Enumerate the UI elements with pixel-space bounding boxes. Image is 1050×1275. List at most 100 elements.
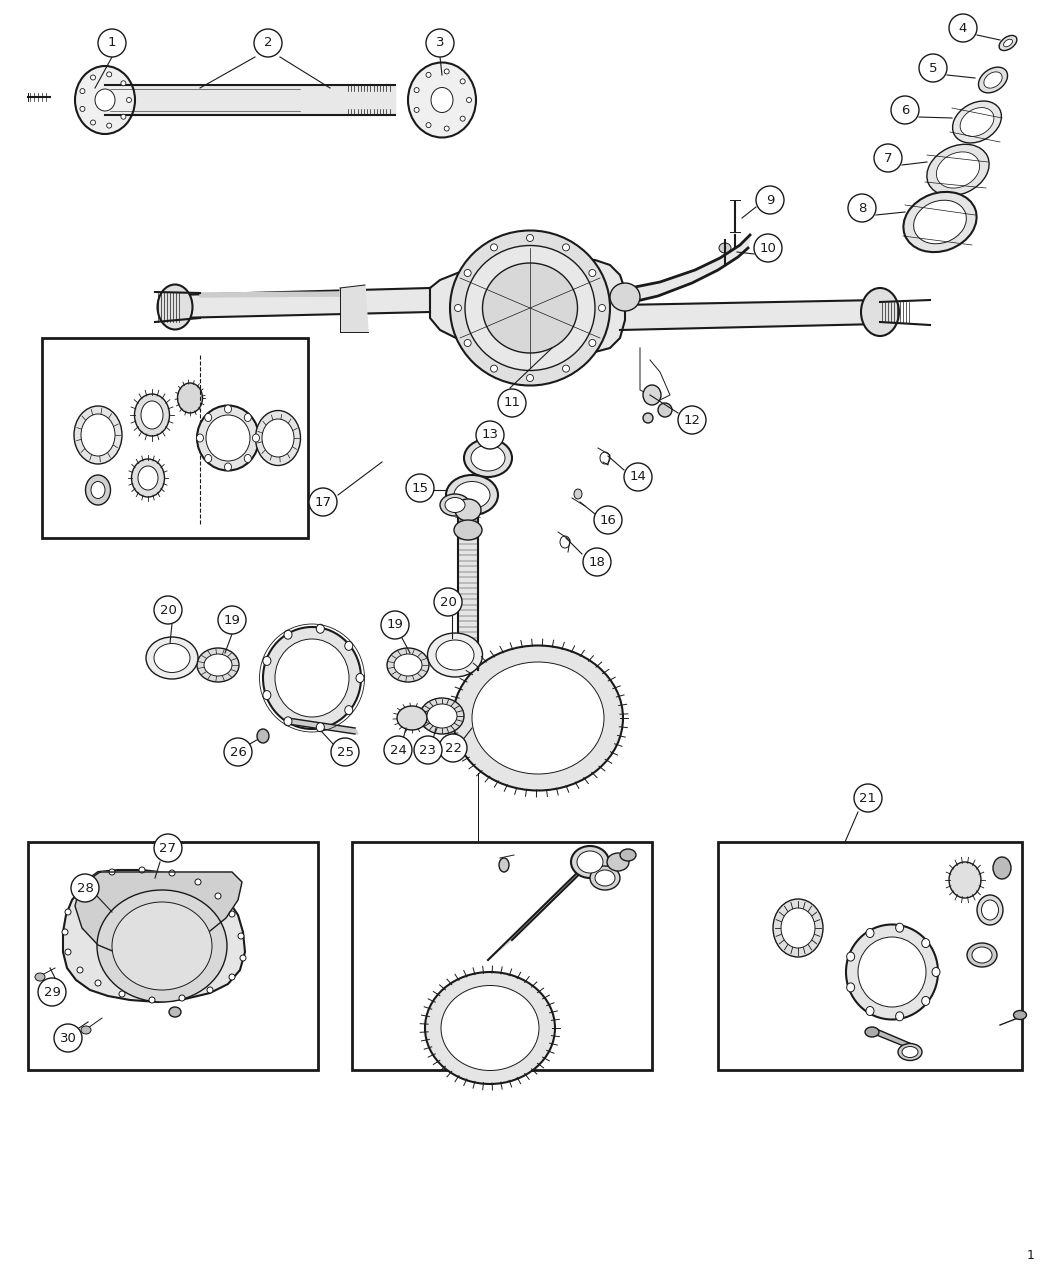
Ellipse shape xyxy=(526,235,533,241)
Circle shape xyxy=(439,734,467,762)
Ellipse shape xyxy=(414,88,419,93)
Ellipse shape xyxy=(903,191,977,252)
Ellipse shape xyxy=(94,89,116,111)
Circle shape xyxy=(756,186,784,214)
Ellipse shape xyxy=(982,900,999,921)
Ellipse shape xyxy=(225,405,231,413)
Polygon shape xyxy=(288,718,358,734)
Ellipse shape xyxy=(922,938,929,947)
Ellipse shape xyxy=(984,71,1002,88)
Ellipse shape xyxy=(121,80,126,85)
Text: 6: 6 xyxy=(901,103,909,116)
Ellipse shape xyxy=(119,991,125,997)
Ellipse shape xyxy=(154,644,190,672)
Ellipse shape xyxy=(394,654,422,676)
Ellipse shape xyxy=(316,723,324,732)
Ellipse shape xyxy=(472,662,604,774)
Text: 23: 23 xyxy=(420,743,437,756)
Ellipse shape xyxy=(134,394,169,436)
Text: 30: 30 xyxy=(60,1031,77,1044)
Ellipse shape xyxy=(81,1026,91,1034)
Text: 19: 19 xyxy=(224,613,240,626)
Ellipse shape xyxy=(865,1026,879,1037)
Ellipse shape xyxy=(471,445,505,470)
Ellipse shape xyxy=(590,866,619,890)
Ellipse shape xyxy=(109,870,116,875)
Ellipse shape xyxy=(80,106,85,111)
Text: 10: 10 xyxy=(759,241,776,255)
Text: 13: 13 xyxy=(482,428,499,441)
Ellipse shape xyxy=(149,997,155,1003)
Ellipse shape xyxy=(139,867,145,873)
Circle shape xyxy=(624,463,652,491)
Text: 3: 3 xyxy=(436,37,444,50)
Circle shape xyxy=(498,389,526,417)
Ellipse shape xyxy=(240,955,246,961)
Ellipse shape xyxy=(245,454,251,463)
Circle shape xyxy=(583,548,611,576)
Text: 25: 25 xyxy=(336,746,354,759)
Ellipse shape xyxy=(578,850,603,873)
Text: 18: 18 xyxy=(589,556,606,569)
Ellipse shape xyxy=(408,62,476,138)
Ellipse shape xyxy=(440,493,470,516)
Ellipse shape xyxy=(967,944,998,966)
Circle shape xyxy=(309,488,337,516)
Ellipse shape xyxy=(466,97,471,102)
Ellipse shape xyxy=(112,901,212,989)
Ellipse shape xyxy=(490,244,498,251)
Ellipse shape xyxy=(846,952,855,961)
Ellipse shape xyxy=(464,269,471,277)
Polygon shape xyxy=(620,235,750,305)
Ellipse shape xyxy=(138,465,158,490)
Circle shape xyxy=(381,611,410,639)
Ellipse shape xyxy=(972,947,992,963)
Ellipse shape xyxy=(454,482,490,509)
Ellipse shape xyxy=(450,231,610,385)
Text: 8: 8 xyxy=(858,201,866,214)
Ellipse shape xyxy=(206,414,250,462)
Text: 20: 20 xyxy=(160,603,176,617)
Ellipse shape xyxy=(430,88,453,112)
Ellipse shape xyxy=(177,382,203,413)
Ellipse shape xyxy=(902,1047,918,1057)
Ellipse shape xyxy=(344,705,353,715)
Ellipse shape xyxy=(927,144,989,196)
Text: 9: 9 xyxy=(765,194,774,207)
Ellipse shape xyxy=(75,66,135,134)
Ellipse shape xyxy=(229,974,235,980)
Ellipse shape xyxy=(866,1006,874,1015)
Ellipse shape xyxy=(205,413,212,422)
Circle shape xyxy=(224,738,252,766)
Ellipse shape xyxy=(356,673,364,682)
Ellipse shape xyxy=(464,339,471,347)
Circle shape xyxy=(98,29,126,57)
Ellipse shape xyxy=(949,862,981,898)
Circle shape xyxy=(218,606,246,634)
Polygon shape xyxy=(488,854,600,960)
Ellipse shape xyxy=(107,71,111,76)
Ellipse shape xyxy=(453,645,623,790)
Circle shape xyxy=(71,873,99,901)
Circle shape xyxy=(434,588,462,616)
Ellipse shape xyxy=(574,490,582,499)
Ellipse shape xyxy=(397,706,427,731)
Ellipse shape xyxy=(80,88,85,93)
Ellipse shape xyxy=(446,476,498,515)
Text: 1: 1 xyxy=(1027,1250,1035,1262)
Text: 7: 7 xyxy=(884,152,892,164)
Circle shape xyxy=(919,54,947,82)
Ellipse shape xyxy=(81,414,116,456)
Ellipse shape xyxy=(252,434,259,442)
Circle shape xyxy=(754,235,782,261)
Ellipse shape xyxy=(35,973,45,980)
Ellipse shape xyxy=(262,419,294,456)
Ellipse shape xyxy=(455,305,462,311)
Circle shape xyxy=(594,506,622,534)
Ellipse shape xyxy=(257,729,269,743)
Circle shape xyxy=(154,595,182,623)
Ellipse shape xyxy=(97,890,227,1002)
Ellipse shape xyxy=(993,857,1011,878)
Text: 5: 5 xyxy=(929,61,938,74)
Ellipse shape xyxy=(215,892,220,899)
